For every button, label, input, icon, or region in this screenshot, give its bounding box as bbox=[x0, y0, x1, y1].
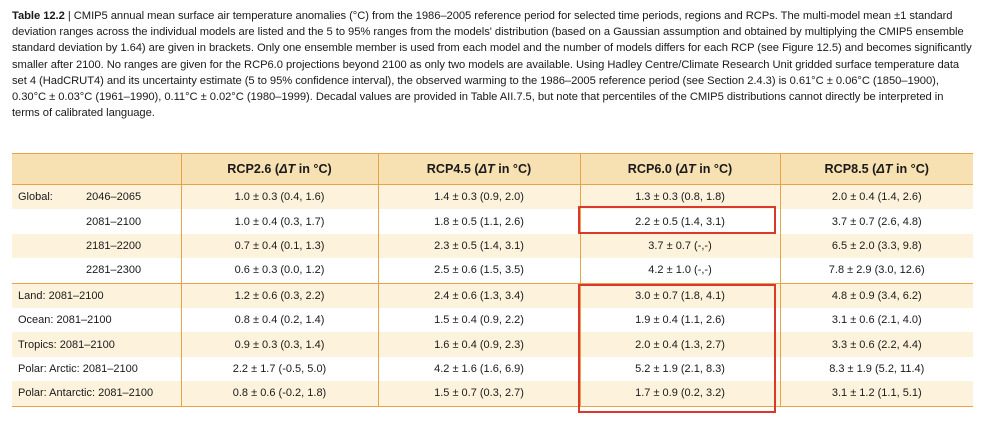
cell-rcp85: 3.1 ± 0.6 (2.1, 4.0) bbox=[779, 307, 973, 333]
cell-rcp45: 2.3 ± 0.5 (1.4, 3.1) bbox=[377, 233, 580, 259]
anomaly-table: RCP2.6 (ΔT in °C) RCP4.5 (ΔT in °C) RCP6… bbox=[12, 153, 973, 407]
caption-separator: | bbox=[67, 10, 71, 22]
header-rcp26: RCP2.6 (ΔT in °C) bbox=[180, 153, 378, 185]
row-label: Polar: Arctic: 2081–2100 bbox=[18, 362, 138, 375]
row-label: Global: 2046–2065 bbox=[12, 184, 181, 210]
row-label: Polar: Antarctic: 2081–2100 bbox=[12, 381, 181, 407]
row-label: Land: 2081–2100 bbox=[12, 282, 181, 308]
cell-rcp85: 6.5 ± 2.0 (3.3, 9.8) bbox=[779, 233, 973, 259]
cell-rcp60: 2.2 ± 0.5 (1.4, 3.1) bbox=[579, 209, 780, 234]
cell-rcp45: 1.6 ± 0.4 (0.9, 2.3) bbox=[377, 332, 580, 357]
cell-rcp26: 0.6 ± 0.3 (0.0, 1.2) bbox=[180, 258, 378, 284]
header-rcp45: RCP4.5 (ΔT in °C) bbox=[377, 153, 580, 185]
table-row: 2181–2200 0.7 ± 0.4 (0.1, 1.3) 2.3 ± 0.5… bbox=[12, 233, 973, 259]
table-number: Table 12.2 bbox=[12, 10, 65, 22]
cell-rcp85: 3.3 ± 0.6 (2.2, 4.4) bbox=[779, 332, 973, 357]
cell-rcp85: 8.3 ± 1.9 (5.2, 11.4) bbox=[779, 356, 973, 382]
table-row: Ocean: 2081–2100 0.8 ± 0.4 (0.2, 1.4) 1.… bbox=[12, 307, 973, 333]
row-label: Ocean: 2081–2100 bbox=[18, 314, 112, 327]
cell-rcp60: 5.2 ± 1.9 (2.1, 8.3) bbox=[579, 356, 780, 382]
table-caption: Table 12.2 | CMIP5 annual mean surface a… bbox=[12, 8, 974, 121]
header-blank bbox=[12, 153, 181, 185]
row-label: 2081–2100 bbox=[86, 215, 142, 228]
cell-rcp26: 2.2 ± 1.7 (-0.5, 5.0) bbox=[180, 356, 378, 382]
cell-rcp45: 1.5 ± 0.7 (0.3, 2.7) bbox=[377, 381, 580, 407]
header-rcp60: RCP6.0 (ΔT in °C) bbox=[579, 153, 780, 185]
cell-rcp85: 3.7 ± 0.7 (2.6, 4.8) bbox=[779, 209, 973, 234]
cell-rcp26: 0.7 ± 0.4 (0.1, 1.3) bbox=[180, 233, 378, 259]
cell-rcp60: 2.0 ± 0.4 (1.3, 2.7) bbox=[579, 332, 780, 357]
cell-rcp45: 4.2 ± 1.6 (1.6, 6.9) bbox=[377, 356, 580, 382]
cell-rcp85: 7.8 ± 2.9 (3.0, 12.6) bbox=[779, 258, 973, 284]
row-label: 2281–2300 bbox=[86, 264, 142, 277]
cell-rcp60: 1.9 ± 0.4 (1.1, 2.6) bbox=[579, 307, 780, 333]
highlight-box-regional bbox=[578, 284, 776, 413]
cell-rcp26: 1.0 ± 0.3 (0.4, 1.6) bbox=[180, 184, 378, 210]
table-row: Tropics: 2081–2100 0.9 ± 0.3 (0.3, 1.4) … bbox=[12, 332, 973, 357]
table-row: Land: 2081–2100 1.2 ± 0.6 (0.3, 2.2) 2.4… bbox=[12, 282, 973, 308]
cell-rcp60: 4.2 ± 1.0 (-,-) bbox=[579, 258, 780, 284]
table-row: Polar: Antarctic: 2081–2100 0.8 ± 0.6 (-… bbox=[12, 381, 973, 407]
cell-rcp45: 1.4 ± 0.3 (0.9, 2.0) bbox=[377, 184, 580, 210]
cell-rcp45: 1.8 ± 0.5 (1.1, 2.6) bbox=[377, 209, 580, 234]
highlight-box-global-2081 bbox=[578, 206, 776, 234]
cell-rcp26: 1.2 ± 0.6 (0.3, 2.2) bbox=[180, 282, 378, 308]
table-row: Polar: Arctic: 2081–2100 2.2 ± 1.7 (-0.5… bbox=[12, 356, 973, 382]
cell-rcp26: 0.8 ± 0.4 (0.2, 1.4) bbox=[180, 307, 378, 333]
cell-rcp85: 2.0 ± 0.4 (1.4, 2.6) bbox=[779, 184, 973, 210]
cell-rcp85: 3.1 ± 1.2 (1.1, 5.1) bbox=[779, 381, 973, 407]
row-label: Tropics: 2081–2100 bbox=[12, 332, 181, 357]
caption-text: CMIP5 annual mean surface air temperatur… bbox=[12, 10, 972, 120]
cell-rcp45: 2.5 ± 0.6 (1.5, 3.5) bbox=[377, 258, 580, 284]
table-header-row: RCP2.6 (ΔT in °C) RCP4.5 (ΔT in °C) RCP6… bbox=[12, 153, 973, 185]
table-row: Global: 2046–2065 1.0 ± 0.3 (0.4, 1.6) 1.… bbox=[12, 184, 973, 210]
cell-rcp85: 4.8 ± 0.9 (3.4, 6.2) bbox=[779, 282, 973, 308]
cell-rcp60: 3.0 ± 0.7 (1.8, 4.1) bbox=[579, 282, 780, 308]
table-row: 2081–2100 1.0 ± 0.4 (0.3, 1.7) 1.8 ± 0.5… bbox=[12, 209, 973, 234]
cell-rcp26: 0.8 ± 0.6 (-0.2, 1.8) bbox=[180, 381, 378, 407]
cell-rcp45: 1.5 ± 0.4 (0.9, 2.2) bbox=[377, 307, 580, 333]
cell-rcp26: 0.9 ± 0.3 (0.3, 1.4) bbox=[180, 332, 378, 357]
table-row: 2281–2300 0.6 ± 0.3 (0.0, 1.2) 2.5 ± 0.6… bbox=[12, 258, 973, 284]
cell-rcp60: 1.7 ± 0.9 (0.2, 3.2) bbox=[579, 381, 780, 407]
cell-rcp60: 3.7 ± 0.7 (-,-) bbox=[579, 233, 780, 259]
cell-rcp60: 1.3 ± 0.3 (0.8, 1.8) bbox=[579, 184, 780, 210]
row-label: 2181–2200 bbox=[12, 233, 181, 259]
header-rcp85: RCP8.5 (ΔT in °C) bbox=[779, 153, 973, 185]
cell-rcp26: 1.0 ± 0.4 (0.3, 1.7) bbox=[180, 209, 378, 234]
cell-rcp45: 2.4 ± 0.6 (1.3, 3.4) bbox=[377, 282, 580, 308]
